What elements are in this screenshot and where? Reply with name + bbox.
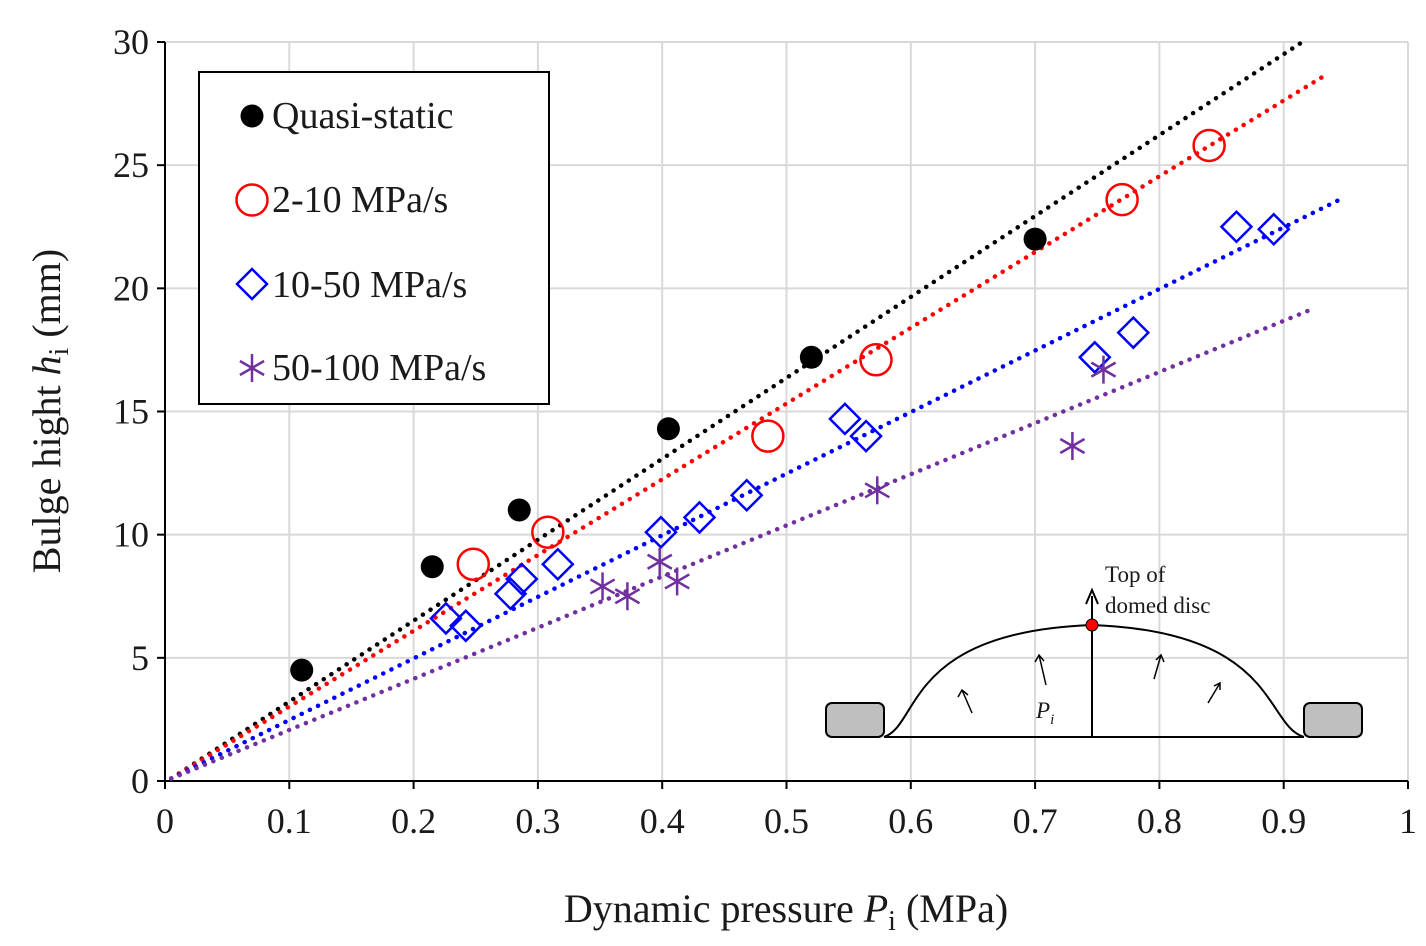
data-point-s2-5 (644, 515, 678, 549)
data-point-s0-2 (507, 498, 531, 522)
y-axis-title: Bulge hight hi (mm) (24, 249, 75, 573)
trend-line-2 (168, 197, 1342, 781)
legend-label-50-100: 50-100 MPa/s (272, 347, 486, 389)
data-point-s3-6 (1090, 355, 1117, 384)
data-point-s1-2 (751, 419, 785, 453)
legend-entry-2-10: 2-10 MPa/s (235, 179, 448, 221)
data-point-s0-1 (420, 555, 444, 579)
y-tick-label-3: 15 (113, 392, 149, 432)
inset-label-top-line1: Top of (1105, 562, 1166, 587)
x-tick-label-6: 0.6 (888, 801, 933, 841)
data-point-s2-1 (449, 609, 483, 643)
x-tick-label-8: 0.8 (1137, 801, 1182, 841)
legend-label-10-50: 10-50 MPa/s (272, 264, 467, 306)
data-point-s3-0 (589, 572, 616, 601)
x-tick-label-0: 0 (156, 801, 174, 841)
inset-pressure-arrows (957, 653, 1221, 714)
legend-label-2-10: 2-10 MPa/s (272, 179, 448, 221)
legend-entry-quasi-static: Quasi-static (240, 95, 454, 137)
x-tick-label-7: 0.7 (1013, 801, 1058, 841)
data-point-s0-5 (1023, 227, 1047, 251)
legend-box (198, 71, 550, 405)
axes (157, 41, 1409, 789)
inset-top-dot (1085, 618, 1099, 632)
legend-entry-10-50: 10-50 MPa/s (235, 264, 467, 306)
x-tick-label-2: 0.2 (391, 801, 436, 841)
legend-symbol-0 (240, 104, 264, 128)
x-tick-label-1: 0.1 (267, 801, 312, 841)
x-tick-label-4: 0.4 (640, 801, 685, 841)
legend-symbol-1 (235, 183, 269, 217)
inset-label-top-line2: domed disc (1105, 593, 1210, 618)
y-tick-label-2: 10 (113, 515, 149, 555)
data-point-s2-4 (541, 547, 575, 581)
data-point-s0-3 (656, 417, 680, 441)
tick-labels: 0 0.1 0.2 0.3 0.4 0.5 0.6 0.7 0.8 0.9 105101520253… (113, 22, 1417, 841)
data-point-s2-11 (1116, 315, 1151, 350)
inset-label-pressure: Pi (1035, 698, 1054, 728)
data-point-s2-8 (828, 402, 862, 436)
data-point-s3-2 (646, 547, 673, 576)
inset-left-clamp (825, 702, 885, 738)
data-point-s2-0 (429, 601, 463, 636)
y-tick-label-5: 25 (113, 145, 149, 185)
y-tick-label-4: 20 (113, 268, 149, 308)
inset-right-clamp (1303, 702, 1363, 738)
data-point-s0-0 (290, 658, 314, 682)
inset-domed-disc-diagram: Top of domed disc Pi (825, 562, 1363, 738)
data-point-s2-2 (493, 577, 528, 611)
data-point-s2-6 (682, 500, 717, 535)
legend-entry-50-100: 50-100 MPa/s (239, 347, 486, 389)
x-tick-label-3: 0.3 (515, 801, 560, 841)
legend: Quasi-static 2-10 MPa/s 10-50 MPa/s 50-1… (198, 71, 550, 405)
data-point-s2-13 (1256, 212, 1291, 246)
data-point-s3-1 (614, 582, 641, 611)
y-tick-label-0: 0 (131, 761, 149, 801)
data-point-s2-12 (1219, 209, 1254, 244)
data-point-s1-3 (859, 343, 893, 377)
data-point-s0-4 (799, 345, 823, 369)
data-point-s2-9 (849, 419, 883, 453)
inset-top-arrowhead (1085, 587, 1099, 605)
x-tick-label-10: 1 (1399, 801, 1417, 841)
data-point-s2-7 (729, 478, 764, 513)
data-point-s2-10 (1077, 340, 1112, 375)
x-tick-label-5: 0.5 (764, 801, 809, 841)
x-axis-title: Dynamic pressure Pi (MPa) (564, 886, 1008, 937)
legend-marker-open-circle (235, 183, 269, 217)
y-tick-label-6: 30 (113, 22, 149, 62)
legend-marker-asterisk (239, 354, 265, 382)
data-point-s1-0 (456, 547, 491, 581)
trend-line-3 (168, 305, 1318, 781)
x-tick-label-9: 0.9 (1261, 801, 1306, 841)
data-point-s3-5 (1059, 431, 1086, 460)
data-point-s1-5 (1192, 128, 1226, 163)
data-point-s3-3 (664, 567, 690, 596)
trend-line-0 (168, 39, 1305, 781)
data-point-s3-4 (864, 476, 890, 505)
legend-marker-filled-circle (240, 104, 264, 128)
legend-symbol-3 (239, 354, 265, 382)
y-tick-label-1: 5 (131, 638, 149, 678)
data-point-s1-4 (1105, 182, 1139, 217)
data-markers (290, 128, 1291, 682)
legend-label-quasi-static: Quasi-static (272, 95, 454, 137)
data-point-s2-3 (504, 562, 539, 596)
legend-symbol-2 (235, 267, 269, 301)
data-point-s1-1 (531, 515, 565, 549)
legend-marker-open-diamond (235, 267, 269, 301)
